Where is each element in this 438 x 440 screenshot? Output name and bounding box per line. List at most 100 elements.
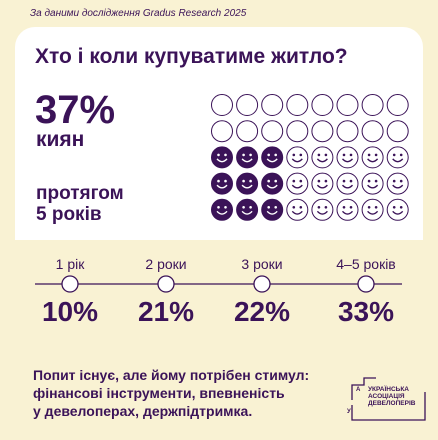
logo-letter: А	[356, 387, 361, 393]
footer-line: Попит існує, але йому потрібен стимул:	[33, 367, 310, 383]
icon	[311, 198, 334, 221]
smile	[392, 184, 404, 189]
smile	[266, 210, 278, 215]
icon	[336, 172, 359, 195]
eye	[349, 179, 353, 183]
icon	[361, 146, 384, 169]
smile	[316, 210, 328, 215]
smile	[291, 184, 303, 189]
icon	[311, 146, 334, 169]
icon	[211, 172, 233, 195]
eye	[349, 206, 353, 209]
smile	[367, 184, 379, 189]
eye	[299, 179, 303, 183]
stat-period: протягом 5 років	[36, 183, 124, 225]
eye	[342, 153, 346, 157]
icon	[236, 172, 259, 195]
icon	[286, 120, 309, 143]
eye	[399, 206, 403, 209]
eye	[317, 153, 321, 157]
icon	[261, 146, 284, 169]
icon	[286, 172, 309, 195]
eye	[267, 206, 271, 209]
logo-line: УКРАЇНСЬКА	[368, 386, 409, 393]
icon	[311, 94, 334, 116]
icon	[211, 94, 233, 116]
eye	[217, 179, 220, 183]
eye	[342, 206, 346, 209]
eye	[249, 153, 252, 157]
eye	[392, 153, 396, 157]
icon	[261, 172, 284, 195]
icon	[386, 198, 409, 221]
eye	[374, 153, 378, 157]
eye	[292, 153, 296, 157]
logo-line: АСОЦІАЦІЯ	[368, 393, 405, 400]
timeline-label: 1 рік	[55, 256, 85, 272]
icon	[361, 198, 384, 221]
eye	[299, 206, 303, 209]
eye	[274, 206, 278, 209]
eye	[399, 153, 403, 157]
eye	[242, 153, 245, 157]
eye	[299, 153, 303, 157]
smile	[216, 184, 228, 189]
eye	[349, 153, 353, 157]
smile	[341, 184, 354, 189]
footer: Попит існує, але йому потрібен стимул: ф…	[33, 366, 309, 420]
icon	[361, 120, 384, 143]
icon	[286, 198, 309, 221]
smile	[291, 158, 303, 163]
icon	[236, 120, 259, 143]
footer-line: фінансові інструменти, впевненість	[33, 385, 285, 401]
logo-frame	[351, 377, 426, 421]
smile	[216, 210, 228, 215]
eye	[224, 206, 227, 209]
eye	[274, 153, 278, 157]
eye	[242, 206, 245, 209]
timeline-label: 2 роки	[145, 256, 187, 272]
eye	[267, 153, 271, 157]
smile	[291, 210, 303, 215]
icon	[336, 146, 359, 169]
icon	[211, 146, 233, 169]
icon	[336, 120, 359, 143]
smile	[341, 210, 354, 215]
period-line: 5 років	[36, 204, 102, 225]
stat-value: 37%	[35, 88, 116, 132]
icon	[286, 146, 309, 169]
icon	[236, 94, 259, 116]
icon	[236, 146, 259, 169]
timeline-dot	[61, 275, 79, 293]
eye	[367, 153, 371, 157]
smile	[367, 158, 379, 163]
smile	[241, 158, 253, 163]
smile	[316, 184, 328, 189]
eye	[274, 179, 278, 183]
eye	[217, 153, 220, 157]
timeline-value: 10%	[41, 296, 99, 327]
icon	[261, 120, 284, 143]
icon	[211, 198, 233, 221]
timeline-dot	[357, 275, 375, 293]
timeline-value: 33%	[337, 296, 395, 327]
smile	[266, 158, 278, 163]
eye	[324, 179, 328, 183]
timeline-label: 3 роки	[241, 256, 283, 272]
icon	[211, 120, 233, 143]
logo-line: ДЕВЕЛОПЕРІВ	[368, 400, 416, 407]
smile	[216, 158, 228, 163]
icon	[311, 172, 334, 195]
eye	[367, 179, 371, 183]
timeline-value: 22%	[233, 296, 291, 327]
timeline-dot	[157, 275, 175, 293]
icon	[236, 198, 259, 221]
eye	[324, 153, 328, 157]
smile	[341, 158, 354, 163]
icon	[311, 120, 334, 143]
timeline-dot	[253, 275, 271, 293]
icon	[336, 198, 359, 221]
logo-text: УКРАЇНСЬКА АСОЦІАЦІЯ ДЕВЕЛОПЕРІВ	[368, 386, 415, 407]
